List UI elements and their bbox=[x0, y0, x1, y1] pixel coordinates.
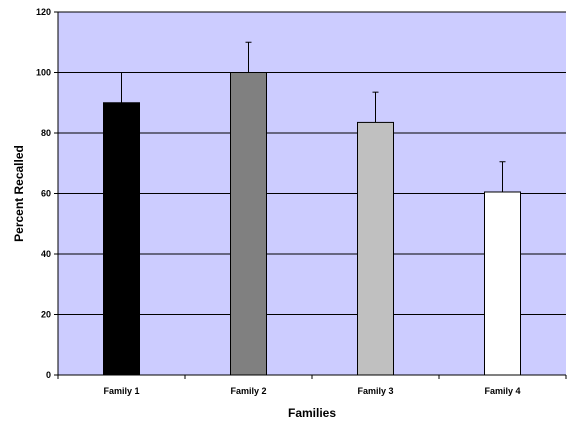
x-axis-title: Families bbox=[288, 406, 336, 420]
x-tick-label: Family 2 bbox=[230, 386, 266, 396]
bar-family-4 bbox=[484, 191, 521, 376]
y-tick-label: 0 bbox=[46, 370, 51, 380]
bar-family-2 bbox=[230, 72, 267, 376]
y-tick-label: 40 bbox=[41, 249, 51, 259]
y-tick-label: 60 bbox=[41, 189, 51, 199]
x-axis-ticks: Family 1 Family 2 Family 3 Family 4 bbox=[57, 375, 567, 396]
y-axis-ticks: 0 20 40 60 80 100 120 bbox=[36, 7, 58, 380]
bar-family-3 bbox=[357, 121, 394, 376]
y-axis-title: Percent Recalled bbox=[12, 145, 26, 242]
x-tick-label: Family 1 bbox=[103, 386, 139, 396]
bars bbox=[103, 72, 521, 376]
error-bars bbox=[118, 41, 506, 192]
bar-family-1 bbox=[103, 102, 140, 376]
x-tick-label: Family 3 bbox=[357, 386, 393, 396]
x-tick-label: Family 4 bbox=[484, 386, 520, 396]
y-tick-label: 20 bbox=[41, 310, 51, 320]
gridlines bbox=[58, 11, 566, 315]
y-tick-label: 80 bbox=[41, 128, 51, 138]
y-tick-label: 120 bbox=[36, 7, 51, 17]
y-tick-label: 100 bbox=[36, 68, 51, 78]
